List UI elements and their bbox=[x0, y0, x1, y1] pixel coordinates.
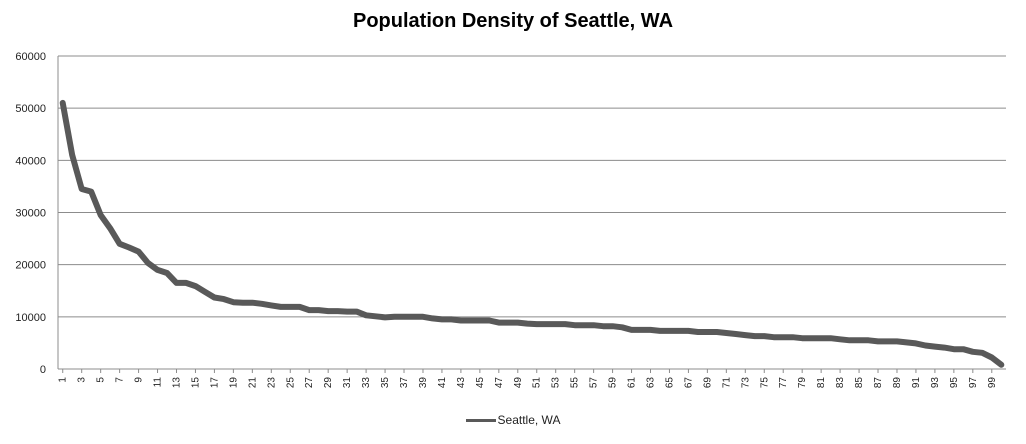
x-tick-label: 99 bbox=[987, 377, 998, 389]
x-tick-label: 77 bbox=[778, 377, 789, 389]
y-tick-label: 50000 bbox=[15, 103, 46, 115]
x-tick-label: 33 bbox=[361, 377, 372, 389]
x-tick-label: 41 bbox=[437, 377, 448, 389]
x-tick-label: 51 bbox=[532, 377, 543, 389]
y-tick-label: 40000 bbox=[15, 155, 46, 167]
x-tick-label: 27 bbox=[304, 377, 315, 389]
x-tick-label: 97 bbox=[968, 377, 979, 389]
x-tick-label: 87 bbox=[873, 377, 884, 389]
x-tick-label: 25 bbox=[285, 377, 296, 389]
x-tick-label: 3 bbox=[77, 377, 88, 383]
x-tick-label: 75 bbox=[759, 377, 770, 389]
x-tick-label: 15 bbox=[190, 377, 201, 389]
x-tick-label: 17 bbox=[209, 377, 220, 389]
y-axis-ticks: 0 10000 20000 30000 40000 50000 60000 bbox=[15, 51, 46, 376]
y-tick-label: 30000 bbox=[15, 208, 46, 220]
x-tick-label: 67 bbox=[683, 377, 694, 389]
x-tick-label: 35 bbox=[380, 377, 391, 389]
x-tick-label: 93 bbox=[930, 377, 941, 389]
x-axis-ticks: 1 3 5 7 9 11 13 15 17 19 21 23 25 27 29 31 33 35 37 39 41 43 4… bbox=[58, 369, 998, 388]
x-tick-label: 1 bbox=[58, 377, 69, 383]
x-tick-label: 23 bbox=[266, 377, 277, 389]
x-tick-label: 83 bbox=[835, 377, 846, 389]
x-tick-label: 19 bbox=[228, 377, 239, 389]
x-tick-label: 39 bbox=[418, 377, 429, 389]
x-tick-label: 95 bbox=[949, 377, 960, 389]
x-tick-label: 5 bbox=[96, 377, 107, 383]
grid-lines bbox=[57, 55, 1006, 370]
x-tick-label: 91 bbox=[911, 377, 922, 389]
x-tick-label: 45 bbox=[475, 377, 486, 389]
x-tick-label: 13 bbox=[172, 377, 183, 389]
y-tick-label: 0 bbox=[40, 364, 46, 376]
legend: Seattle, WA bbox=[0, 413, 1026, 427]
x-tick-label: 71 bbox=[721, 377, 732, 389]
x-tick-label: 79 bbox=[797, 377, 808, 389]
chart-title: Population Density of Seattle, WA bbox=[352, 10, 674, 32]
x-tick-label: 85 bbox=[854, 377, 865, 389]
x-tick-label: 89 bbox=[892, 377, 903, 389]
x-tick-label: 11 bbox=[153, 377, 164, 388]
x-tick-label: 43 bbox=[456, 377, 467, 389]
x-tick-label: 55 bbox=[570, 377, 581, 389]
x-tick-label: 59 bbox=[608, 377, 619, 389]
x-tick-label: 9 bbox=[134, 377, 145, 383]
x-tick-label: 63 bbox=[646, 377, 657, 389]
y-tick-label: 10000 bbox=[15, 312, 46, 324]
legend-label: Seattle, WA bbox=[497, 413, 561, 427]
y-tick-label: 60000 bbox=[15, 51, 46, 63]
series-line-0 bbox=[59, 99, 1005, 368]
series-layer bbox=[59, 99, 1005, 368]
legend-swatch bbox=[465, 419, 496, 423]
x-tick-label: 37 bbox=[399, 377, 410, 389]
x-tick-label: 61 bbox=[627, 377, 638, 389]
y-tick-label: 20000 bbox=[15, 260, 46, 272]
x-tick-label: 31 bbox=[342, 377, 353, 389]
x-tick-label: 49 bbox=[513, 377, 524, 389]
x-tick-label: 65 bbox=[664, 377, 675, 389]
x-tick-label: 53 bbox=[551, 377, 562, 389]
x-tick-label: 21 bbox=[247, 377, 258, 389]
x-tick-label: 73 bbox=[740, 377, 751, 389]
x-tick-label: 7 bbox=[115, 377, 126, 383]
x-tick-label: 81 bbox=[816, 377, 827, 389]
x-tick-label: 69 bbox=[702, 377, 713, 389]
x-tick-label: 47 bbox=[494, 377, 505, 389]
x-tick-label: 29 bbox=[323, 377, 334, 389]
x-tick-label: 57 bbox=[589, 377, 600, 389]
